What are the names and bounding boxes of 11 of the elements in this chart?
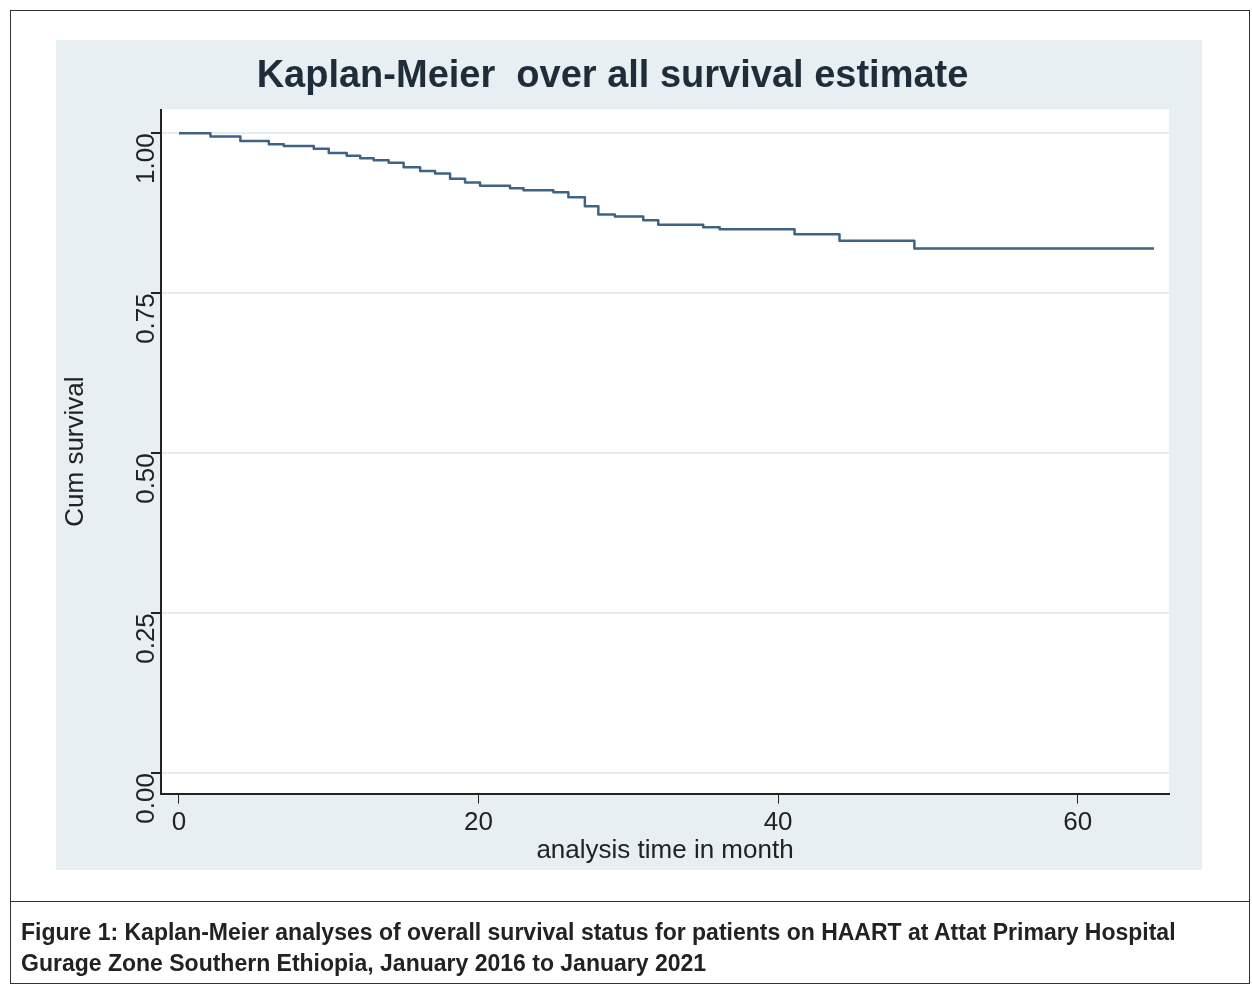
- x-tick-label: 20: [464, 806, 493, 837]
- y-tick-label: 0.00: [130, 773, 161, 824]
- x-tick-label: 0: [171, 806, 187, 837]
- y-tick-label: 0.50: [130, 453, 161, 504]
- y-tick-label: 0.25: [130, 613, 161, 664]
- y-tick-label: 0.75: [130, 293, 161, 344]
- x-tick-label: 60: [1063, 806, 1093, 837]
- y-tick-label: 1.00: [130, 133, 161, 184]
- y-axis-title: Cum survival: [58, 376, 89, 527]
- chart-title: Kaplan-Meier over all survival estimate: [256, 53, 969, 96]
- caption: Figure 1: Kaplan-Meier analyses of overall survival status for patients on HAART at Attat Primary Hospital Gurage Zone Southern Ethiopia, January 2016 to January 2021: [21, 918, 1177, 978]
